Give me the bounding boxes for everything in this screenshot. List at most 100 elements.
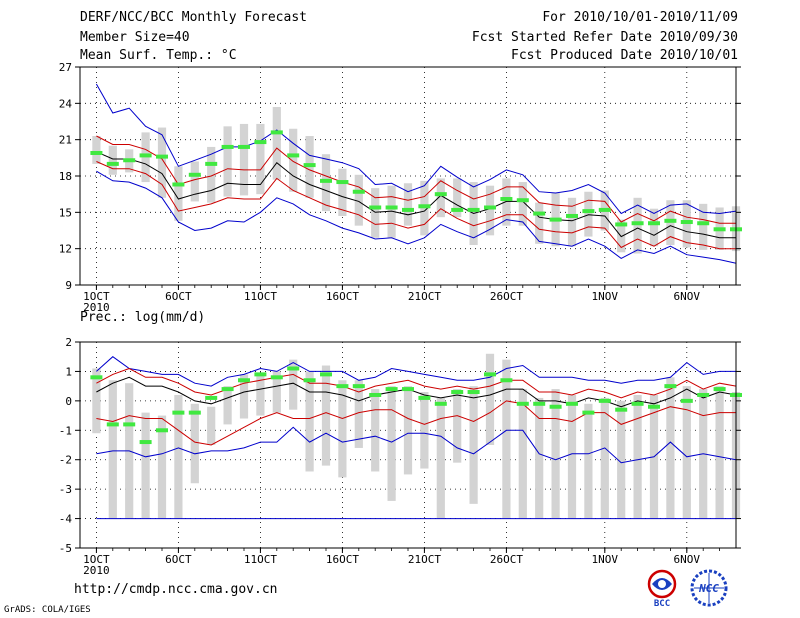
prec-observed-marker (467, 390, 480, 395)
prec-observed-marker (680, 398, 693, 403)
temp-spread-bar (518, 182, 527, 226)
prec-spread-bar (371, 389, 380, 472)
temp-spread-bar (157, 127, 167, 198)
temp-spread-bar (354, 174, 363, 226)
temp-spread-bar (567, 197, 577, 247)
temp-observed-marker (188, 172, 201, 177)
temp-observed-marker (648, 221, 660, 226)
temp-upper-outer-line (95, 83, 737, 215)
temp-observed-marker (680, 220, 693, 225)
chart-title: DERF/NCC/BCC Monthly Forecast (80, 10, 307, 25)
prec-observed-marker (500, 378, 513, 383)
prec-observed-marker (106, 422, 119, 427)
temp-spread-bar (453, 178, 462, 218)
temp-spread-bar (584, 191, 593, 237)
temp-observed-marker (369, 205, 382, 210)
prec-observed-marker (369, 392, 382, 397)
temp-ytick-label: 21 (59, 134, 72, 147)
temp-spread-bar (223, 126, 232, 197)
prec-observed-marker (352, 384, 365, 389)
source-url[interactable]: http://cmdp.ncc.cma.gov.cn (74, 582, 278, 597)
prec-observed-marker (303, 378, 316, 383)
prec-spread-bar (518, 389, 527, 519)
temp-ensemble-mean-line (96, 151, 736, 239)
temp-observed-marker (270, 130, 283, 135)
prec-observed-marker (254, 372, 267, 377)
prec-observed-marker (205, 395, 218, 400)
produced-date: Fcst Produced Date 2010/10/01 (511, 48, 738, 63)
temp-observed-marker (713, 227, 726, 232)
prec-ensemble-mean-line (96, 376, 737, 408)
temp-ytick-label: 15 (59, 206, 72, 219)
temp-plot: 9 12 15 18 21 24 27 1OCT 6OCT 11OCT 16OCT 21OCT 26OC… (59, 61, 742, 314)
temp-spread-bar (239, 123, 249, 196)
prec-ytick-label: 2 (65, 336, 72, 349)
temp-ytick-label: 9 (65, 279, 72, 292)
temp-observed-marker (205, 161, 218, 166)
prec-spread-bar (633, 394, 642, 519)
prec-spread-bar (272, 371, 281, 413)
prec-spread-bar (289, 359, 298, 410)
temp-observed-marker (697, 221, 710, 226)
prec-observed-marker (156, 428, 168, 433)
prec-observed-marker (549, 404, 562, 409)
prec-observed-marker (402, 387, 414, 392)
temp-spread-bar (535, 202, 544, 244)
prec-observed-marker (484, 372, 496, 377)
prec-observed-marker (418, 395, 431, 400)
prec-spread-bar (321, 365, 331, 466)
prec-observed-marker (385, 387, 398, 392)
grads-credit: GrADS: COLA/IGES (4, 605, 91, 615)
prec-spread-bar (420, 392, 429, 469)
prec-observed-marker (582, 410, 595, 415)
temp-observed-marker (533, 211, 546, 216)
prec-observed-marker (320, 372, 332, 377)
prec-spread-bar (354, 380, 363, 448)
temp-observed-marker (352, 189, 365, 194)
temp-observed-marker (123, 158, 136, 163)
temp-spread-bar (174, 166, 183, 221)
prec-spread-bar (223, 386, 232, 425)
temp-ytick-label: 27 (59, 61, 72, 74)
temp-year-label: 2010 (83, 301, 110, 314)
temp-spread-bar (699, 203, 708, 250)
prec-spread-bar (190, 403, 199, 484)
prec-spread-bar (305, 371, 314, 472)
prec-observed-marker (516, 401, 529, 406)
prec-observed-marker (336, 384, 349, 389)
temp-spread-bar (272, 106, 281, 180)
prec-spread-bar (387, 386, 396, 501)
temp-variable-label: Mean Surf. Temp.: °C (80, 48, 237, 63)
prec-spread-bar (92, 368, 101, 434)
temp-observed-marker (451, 207, 464, 212)
temp-observed-marker (566, 213, 578, 218)
prec-spread-bar (551, 389, 560, 519)
temp-spread-bar (387, 185, 396, 238)
prec-spread-bar (617, 400, 626, 519)
prec-ytick-label: -5 (59, 542, 72, 555)
prec-observed-marker (648, 404, 660, 409)
prec-xtick-label: 21OCT (408, 553, 441, 566)
prec-xtick-label: 1OCT (83, 553, 110, 566)
prec-spread-bar (338, 380, 347, 478)
temp-lower-inner-line (96, 161, 736, 250)
prec-spread-bar (502, 359, 511, 519)
prec-spread-bar (682, 386, 691, 519)
prec-spread-bar (157, 415, 167, 519)
temp-spread-bar (256, 123, 265, 195)
prec-observed-marker (172, 410, 185, 415)
temp-spread-bar (190, 161, 199, 202)
prec-xtick-label: 26OCT (490, 553, 523, 566)
temp-observed-marker (90, 150, 103, 155)
temp-observed-marker (172, 182, 185, 187)
prec-observed-marker (238, 378, 250, 383)
prec-observed-marker (615, 407, 628, 412)
temp-spread-bar (502, 178, 511, 226)
temp-xtick-label: 16OCT (326, 290, 359, 303)
temp-observed-marker (385, 205, 398, 210)
prec-lower-inner-line (96, 400, 736, 446)
temp-xtick-label: 1OCT (83, 290, 110, 303)
prec-ytick-label: 1 (65, 365, 72, 378)
temp-observed-marker (238, 144, 250, 149)
prec-spread-bar (469, 386, 478, 504)
